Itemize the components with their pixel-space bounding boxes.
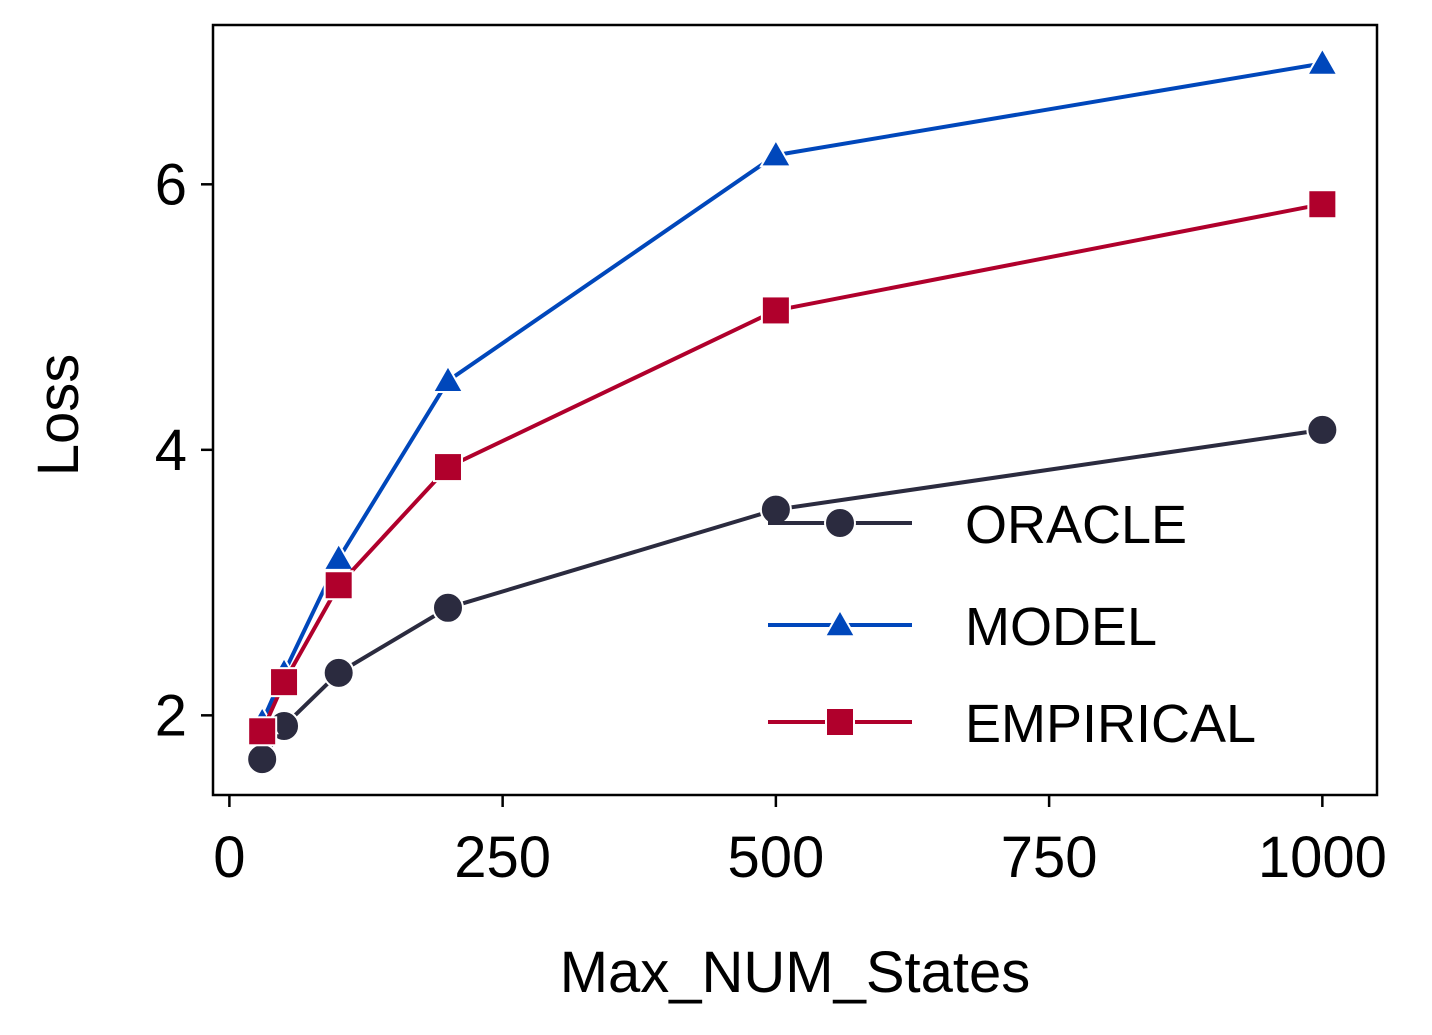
legend-label-empirical: EMPIRICAL — [965, 694, 1256, 754]
x-tick-label: 750 — [1001, 825, 1098, 890]
data-point-model — [1305, 46, 1340, 76]
legend-marker-oracle — [824, 507, 856, 539]
data-point-empirical — [247, 716, 278, 747]
legend-marker-model — [823, 608, 857, 638]
x-tick-label: 0 — [213, 825, 245, 890]
y-axis-label: Loss — [26, 354, 91, 477]
x-axis-label: Max_NUM_States — [560, 940, 1031, 1005]
y-tick-label: 6 — [155, 152, 187, 217]
data-point-empirical — [1307, 189, 1338, 220]
x-tick-label: 1000 — [1258, 825, 1387, 890]
x-tick-label: 500 — [727, 825, 824, 890]
y-tick-label: 2 — [155, 683, 187, 748]
legend-label-model: MODEL — [965, 597, 1157, 657]
data-point-model — [759, 138, 793, 168]
data-point-oracle — [246, 743, 279, 776]
legend-marker-empirical — [825, 707, 855, 737]
legend-label-oracle: ORACLE — [965, 495, 1187, 555]
data-point-model — [431, 363, 465, 394]
legend: ORACLE MODEL EMPIRICAL — [768, 495, 1256, 754]
y-tick-label: 4 — [155, 418, 187, 483]
data-point-oracle — [322, 656, 355, 689]
plot-frame — [211, 23, 1379, 797]
data-point-oracle — [759, 493, 792, 526]
data-point-oracle — [1306, 413, 1339, 446]
data-point-empirical — [432, 452, 463, 483]
data-point-model — [322, 541, 356, 571]
data-point-oracle — [431, 591, 464, 624]
data-point-empirical — [323, 570, 354, 601]
series-layer — [245, 46, 1340, 776]
data-point-empirical — [760, 295, 791, 326]
data-point-empirical — [269, 667, 300, 698]
axis-layer: 0 250 500 750 1000 2 4 6 — [155, 152, 1387, 890]
x-tick-label: 250 — [454, 825, 551, 890]
